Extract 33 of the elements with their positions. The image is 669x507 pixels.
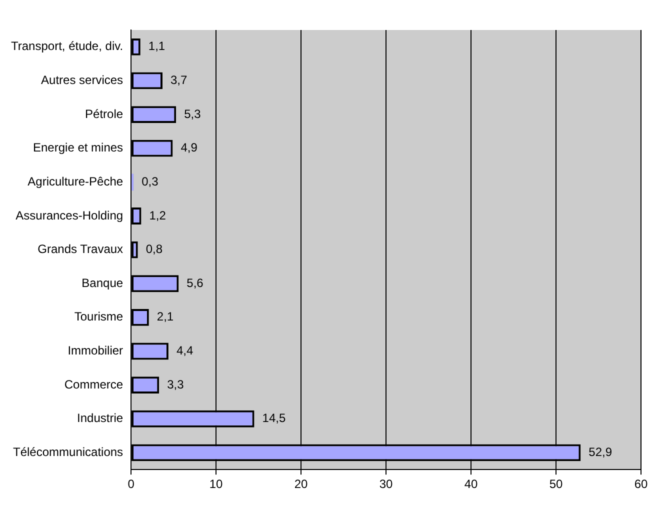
y-tick-label: Industrie [77,411,124,426]
data-label: 0,3 [142,174,159,188]
x-tick-label: 0 [128,477,135,492]
x-tick-label: 30 [379,477,394,492]
y-tick-label: Pétrole [85,106,124,121]
x-tick-label: 40 [464,477,478,492]
y-tick-label: Energie et mines [33,140,124,155]
data-label: 0,8 [146,242,163,256]
data-label: 1,2 [149,208,166,222]
data-label: 5,6 [186,276,204,290]
x-tick-label: 20 [294,477,308,492]
y-tick-label: Banque [82,276,124,290]
x-tick-label: 10 [209,477,224,492]
data-label: 4,4 [176,344,194,358]
data-label: 52,9 [588,445,612,460]
y-tick-label: Tourisme [74,310,124,324]
data-label: 4,9 [180,140,198,155]
x-tick-label: 50 [549,477,564,492]
x-tick-label: 60 [634,477,648,492]
y-tick-label: Assurances-Holding [16,208,124,222]
data-label: 3,3 [167,377,184,392]
data-label: 1,1 [148,39,166,54]
y-tick-label: Transport, étude, div. [10,39,124,54]
data-label: 5,3 [184,106,202,121]
y-tick-label: Commerce [64,377,124,392]
y-tick-label: Télécommunications [13,445,124,460]
data-label: 2,1 [156,310,174,324]
data-label: 3,7 [170,73,188,88]
y-tick-label: Agriculture-Pêche [28,174,124,188]
y-tick-label: Autres services [41,73,124,88]
y-tick-label: Immobilier [68,344,124,358]
y-tick-label: Grands Travaux [38,242,124,256]
data-label: 14,5 [262,411,286,426]
